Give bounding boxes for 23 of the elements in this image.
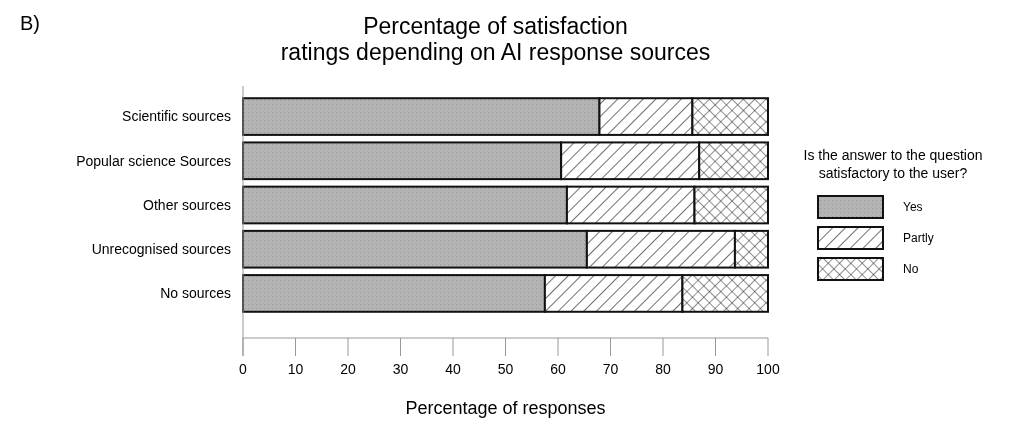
x-tick-label: 0 (239, 361, 248, 377)
chart-title: Percentage of satisfaction ratings depending on AI response sources (280, 13, 711, 65)
x-tick-label: 60 (550, 361, 566, 377)
x-tick-label: 30 (392, 361, 409, 377)
x-axis-title: Percentage of responses (405, 398, 606, 418)
y-tick-label: Other sources (143, 196, 231, 213)
y-tick-label: No sources (160, 285, 231, 302)
legend-title: Is the answer to the question satisfactory to the user? (803, 147, 983, 181)
x-tick-label: 100 (756, 361, 780, 377)
x-tick-label: 40 (445, 361, 461, 377)
y-tick-label: Popular science Sources (76, 152, 231, 169)
y-tick-label: Scientific sources (122, 108, 231, 125)
x-tick-label: 70 (602, 361, 619, 377)
text: Yes (903, 200, 923, 215)
y-tick-label: Unrecognised sources (91, 241, 231, 258)
x-tick-label: 80 (655, 361, 671, 377)
x-tick-label: 10 (287, 361, 304, 377)
x-tick-label: 90 (707, 361, 724, 377)
text: No (903, 262, 919, 277)
x-tick-label: 20 (340, 361, 356, 377)
text: Partly (903, 231, 934, 246)
text: B) (20, 12, 40, 34)
x-tick-label: 50 (497, 361, 514, 377)
